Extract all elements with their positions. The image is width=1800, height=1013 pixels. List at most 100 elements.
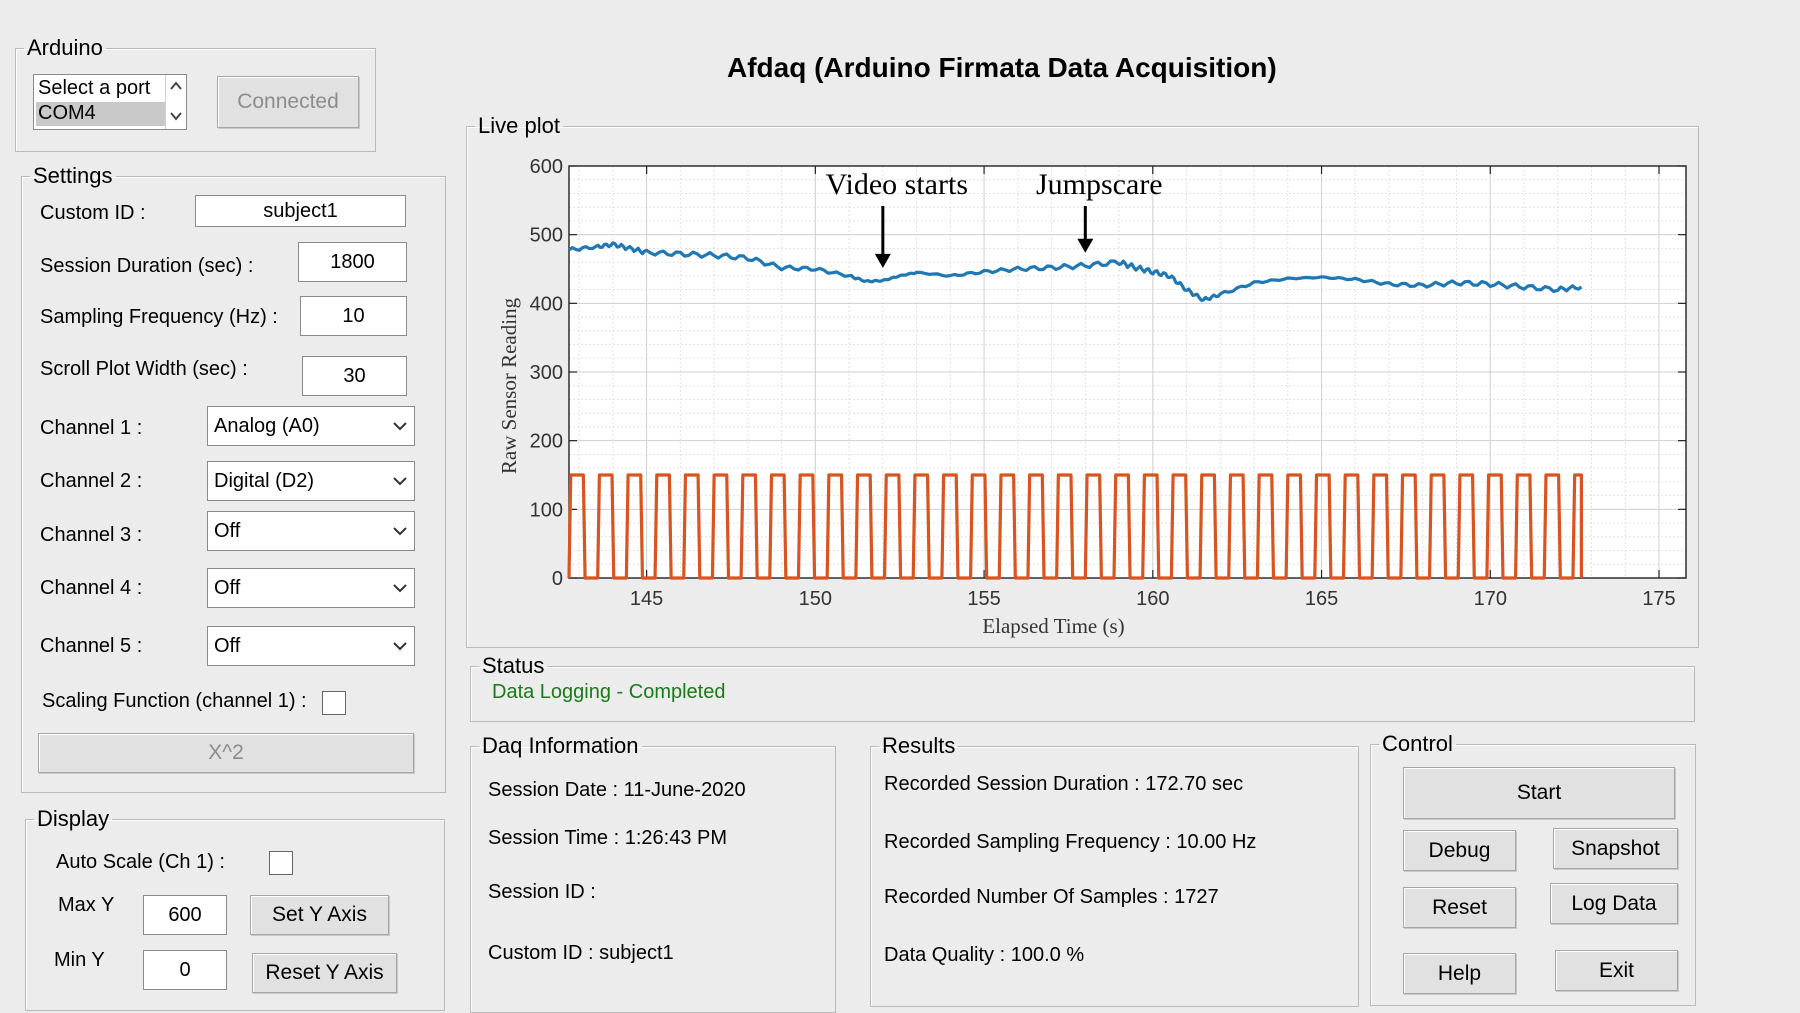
recorded-samples-text: Recorded Number Of Samples : 1727 [884,886,1219,908]
sampling-frequency-input[interactable]: 10 [300,296,407,336]
channel-4-value: Off [214,576,241,599]
y-tick-label: 400 [530,293,563,315]
arduino-panel: Arduino [15,37,376,152]
scaling-x2-button[interactable]: X^2 [38,733,414,773]
min-y-input[interactable]: 0 [143,950,227,990]
custom-id-text: Custom ID : subject1 [488,942,674,964]
live-plot-legend: Live plot [478,113,560,138]
x-tick-label: 160 [1136,588,1169,610]
channel-5-select[interactable]: Off [207,626,415,666]
annotation-label: Video starts [826,168,968,201]
channel-5-label: Channel 5 : [40,635,143,657]
channel-3-label: Channel 3 : [40,524,143,546]
channel-5-value: Off [214,634,241,657]
session-time-text: Session Time : 1:26:43 PM [488,827,728,849]
listbox-scrollbar[interactable] [165,75,186,129]
x-tick-label: 165 [1305,588,1338,610]
x-tick-label: 175 [1642,588,1675,610]
status-panel: Status [470,655,1695,722]
min-y-label: Min Y [54,949,105,971]
port-option-selected[interactable]: COM4 [36,102,166,126]
port-listbox[interactable]: Select a port COM4 [33,74,187,130]
results-legend: Results [882,733,956,758]
x-axis-label: Elapsed Time (s) [982,614,1124,638]
session-date-text: Session Date : 11-June-2020 [488,779,746,801]
y-tick-label: 600 [530,156,563,178]
y-axis-label: Raw Sensor Reading [497,297,521,474]
chevron-down-icon [393,527,407,536]
port-option[interactable]: Select a port [38,77,151,99]
custom-id-input[interactable]: subject1 [195,195,406,227]
session-id-text: Session ID : [488,881,596,903]
settings-panel: Settings [21,165,446,793]
display-legend: Display [37,806,110,831]
daq-info-legend: Daq Information [482,733,639,758]
scaling-function-checkbox[interactable] [322,691,346,715]
scroll-arrows-icon[interactable] [166,75,187,129]
snapshot-button[interactable]: Snapshot [1553,828,1678,869]
annotation-label: Jumpscare [1036,168,1163,201]
recorded-duration-text: Recorded Session Duration : 172.70 sec [884,773,1244,795]
x-tick-label: 145 [630,588,663,610]
analog-series-line [568,241,1583,302]
data-quality-text: Data Quality : 100.0 % [884,944,1085,966]
results-panel: Results [870,735,1359,1007]
session-duration-input[interactable]: 1800 [298,242,407,282]
set-y-axis-button[interactable]: Set Y Axis [250,895,389,935]
scroll-width-input[interactable]: 30 [302,356,407,396]
channel-1-select[interactable]: Analog (A0) [207,406,415,446]
chevron-down-icon [393,477,407,486]
arduino-legend: Arduino [27,35,103,60]
data-series [567,241,1583,580]
digital-series-line [567,473,1583,580]
channel-1-label: Channel 1 : [40,417,143,439]
y-tick-label: 500 [530,225,563,247]
channel-4-label: Channel 4 : [40,577,143,599]
live-plot-chart[interactable]: 145 150 155 160 165 170 175 0 100 200 300 400 500 600… [480,150,1690,640]
y-tick-label: 200 [530,431,563,453]
scroll-width-label: Scroll Plot Width (sec) : [40,358,248,380]
y-tick-label: 100 [530,499,563,521]
y-tick-label: 300 [530,362,563,384]
log-data-button[interactable]: Log Data [1550,883,1678,924]
status-text: Data Logging - Completed [492,681,726,703]
status-legend: Status [482,653,545,678]
x-tick-label: 170 [1474,588,1507,610]
control-panel: Control [1370,733,1696,1006]
channel-4-select[interactable]: Off [207,568,415,608]
reset-button[interactable]: Reset [1403,887,1516,928]
chevron-down-icon [393,422,407,431]
channel-3-select[interactable]: Off [207,511,415,551]
help-button[interactable]: Help [1403,953,1516,994]
max-y-input[interactable]: 600 [143,895,227,935]
auto-scale-label: Auto Scale (Ch 1) : [56,851,225,873]
x-tick-label: 150 [799,588,832,610]
recorded-frequency-text: Recorded Sampling Frequency : 10.00 Hz [884,831,1257,853]
custom-id-label: Custom ID : [40,202,146,224]
control-legend: Control [1382,731,1453,756]
annotations: Video starts Jumpscare [826,168,1163,268]
start-button[interactable]: Start [1403,767,1675,819]
y-tick-label: 0 [552,568,563,590]
chevron-down-icon [393,642,407,651]
auto-scale-checkbox[interactable] [269,851,293,875]
channel-2-select[interactable]: Digital (D2) [207,461,415,501]
display-panel: Display [25,808,445,1011]
live-plot-panel: Live plot [466,115,1699,648]
annotation-arrow-head [874,253,891,268]
axis-ticks: 145 150 155 160 165 170 175 0 100 200 300 400 500 600 [530,156,1686,610]
scaling-function-label: Scaling Function (channel 1) : [42,690,307,712]
channel-3-value: Off [214,519,241,542]
channel-1-value: Analog (A0) [214,414,320,437]
debug-button[interactable]: Debug [1403,830,1516,871]
chevron-down-icon [393,584,407,593]
settings-legend: Settings [33,163,113,188]
exit-button[interactable]: Exit [1555,950,1678,991]
channel-2-value: Digital (D2) [214,469,315,492]
x-tick-label: 155 [967,588,1000,610]
connect-button[interactable]: Connected [217,76,359,128]
reset-y-axis-button[interactable]: Reset Y Axis [252,953,397,993]
channel-2-label: Channel 2 : [40,470,143,492]
sampling-frequency-label: Sampling Frequency (Hz) : [40,306,278,328]
daq-info-panel: Daq Information [470,735,836,1013]
